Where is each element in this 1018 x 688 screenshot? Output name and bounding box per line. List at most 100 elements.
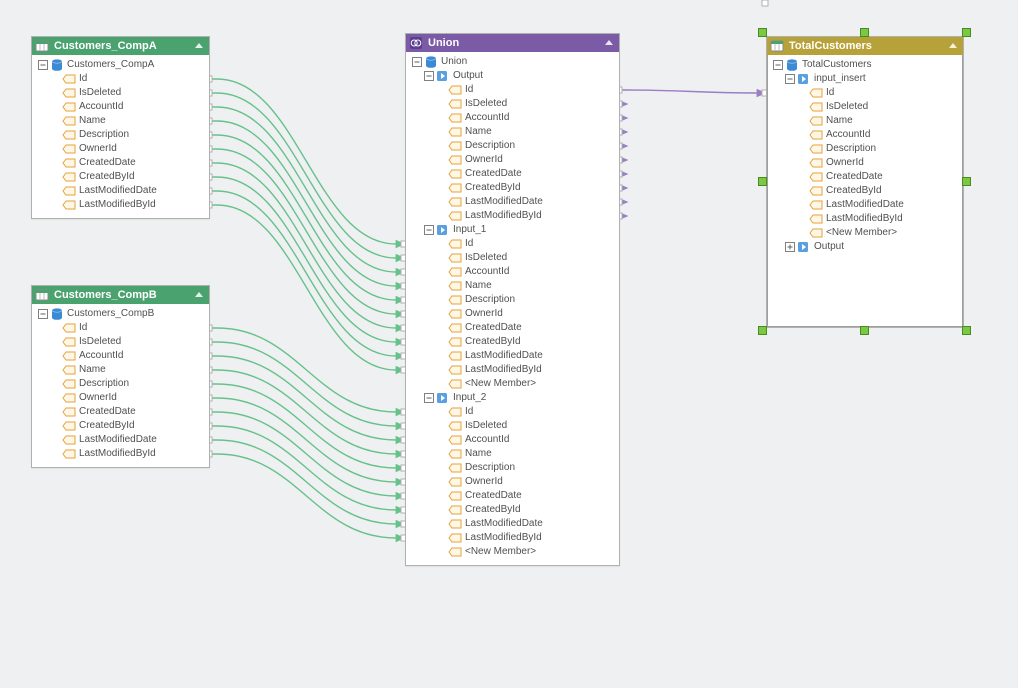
- field-total-input_insert-1[interactable]: IsDeleted: [771, 100, 959, 114]
- group-union-Output[interactable]: Output: [410, 69, 615, 83]
- collapse-icon[interactable]: [193, 289, 205, 301]
- field-total-input_insert-10[interactable]: <New Member>: [771, 226, 959, 240]
- twist-icon[interactable]: [38, 309, 48, 319]
- twist-icon[interactable]: [38, 60, 48, 70]
- root-compA[interactable]: Customers_CompA: [36, 58, 205, 72]
- root-total[interactable]: TotalCustomers: [771, 58, 959, 72]
- field-union-Input_2-8[interactable]: LastModifiedDate: [410, 517, 615, 531]
- field-compA-6[interactable]: CreatedDate: [36, 156, 205, 170]
- field-union-Output-4[interactable]: Description: [410, 139, 615, 153]
- group-union-Input_1[interactable]: Input_1: [410, 223, 615, 237]
- field-union-Input_2-6[interactable]: CreatedDate: [410, 489, 615, 503]
- field-total-input_insert-9[interactable]: LastModifiedById: [771, 212, 959, 226]
- connection-line: [209, 79, 404, 244]
- row-icon: [809, 157, 823, 169]
- field-total-input_insert-2[interactable]: Name: [771, 114, 959, 128]
- field-union-Output-1[interactable]: IsDeleted: [410, 97, 615, 111]
- field-union-Input_1-3[interactable]: Name: [410, 279, 615, 293]
- field-compB-4[interactable]: Description: [36, 377, 205, 391]
- field-union-Output-3[interactable]: Name: [410, 125, 615, 139]
- field-compB-9[interactable]: LastModifiedById: [36, 447, 205, 461]
- twist-icon[interactable]: [773, 60, 783, 70]
- field-compB-1[interactable]: IsDeleted: [36, 335, 205, 349]
- twist-icon[interactable]: [424, 71, 434, 81]
- field-union-Input_2-5[interactable]: OwnerId: [410, 475, 615, 489]
- field-compA-9[interactable]: LastModifiedById: [36, 198, 205, 212]
- field-compB-0[interactable]: Id: [36, 321, 205, 335]
- field-compA-1[interactable]: IsDeleted: [36, 86, 205, 100]
- node-total[interactable]: TotalCustomersTotalCustomersinput_insert…: [766, 36, 964, 328]
- collapse-icon[interactable]: [603, 37, 615, 49]
- collapse-icon[interactable]: [947, 40, 959, 52]
- field-compA-7[interactable]: CreatedById: [36, 170, 205, 184]
- node-union[interactable]: UnionUnionOutputIdIsDeletedAccountIdName…: [405, 33, 620, 566]
- field-compA-2[interactable]: AccountId: [36, 100, 205, 114]
- field-total-input_insert-6[interactable]: CreatedDate: [771, 170, 959, 184]
- twist-icon[interactable]: [785, 242, 795, 252]
- twist-icon[interactable]: [412, 57, 422, 67]
- twist-icon[interactable]: [424, 393, 434, 403]
- field-compB-2[interactable]: AccountId: [36, 349, 205, 363]
- field-union-Output-2[interactable]: AccountId: [410, 111, 615, 125]
- root-compB[interactable]: Customers_CompB: [36, 307, 205, 321]
- group-union-Input_2[interactable]: Input_2: [410, 391, 615, 405]
- field-union-Output-9[interactable]: LastModifiedById: [410, 209, 615, 223]
- field-compA-5[interactable]: OwnerId: [36, 142, 205, 156]
- field-union-Input_2-1[interactable]: IsDeleted: [410, 419, 615, 433]
- field-union-Input_1-5[interactable]: OwnerId: [410, 307, 615, 321]
- field-union-Input_1-8[interactable]: LastModifiedDate: [410, 349, 615, 363]
- field-union-Input_2-0[interactable]: Id: [410, 405, 615, 419]
- field-union-Input_1-2[interactable]: AccountId: [410, 265, 615, 279]
- field-total-input_insert-8[interactable]: LastModifiedDate: [771, 198, 959, 212]
- field-compA-0[interactable]: Id: [36, 72, 205, 86]
- field-total-input_insert-4[interactable]: Description: [771, 142, 959, 156]
- field-union-Input_2-9[interactable]: LastModifiedById: [410, 531, 615, 545]
- field-union-Input_1-0[interactable]: Id: [410, 237, 615, 251]
- node-compA[interactable]: Customers_CompACustomers_CompAIdIsDelete…: [31, 36, 210, 219]
- field-union-Input_2-7[interactable]: CreatedById: [410, 503, 615, 517]
- field-compB-5[interactable]: OwnerId: [36, 391, 205, 405]
- node-title[interactable]: Union: [406, 34, 619, 52]
- field-compA-3[interactable]: Name: [36, 114, 205, 128]
- row-icon: [62, 185, 76, 197]
- field-union-Input_1-6[interactable]: CreatedDate: [410, 321, 615, 335]
- twist-icon[interactable]: [785, 74, 795, 84]
- field-union-Output-0[interactable]: Id: [410, 83, 615, 97]
- row-label: IsDeleted: [465, 419, 507, 433]
- field-union-Output-5[interactable]: OwnerId: [410, 153, 615, 167]
- field-union-Input_1-4[interactable]: Description: [410, 293, 615, 307]
- row-icon: [62, 171, 76, 183]
- field-compB-8[interactable]: LastModifiedDate: [36, 433, 205, 447]
- field-total-input_insert-0[interactable]: Id: [771, 86, 959, 100]
- node-title[interactable]: TotalCustomers: [767, 37, 963, 55]
- field-union-Input_2-3[interactable]: Name: [410, 447, 615, 461]
- twist-icon[interactable]: [424, 225, 434, 235]
- root-union[interactable]: Union: [410, 55, 615, 69]
- field-union-Output-6[interactable]: CreatedDate: [410, 167, 615, 181]
- field-union-Input_1-7[interactable]: CreatedById: [410, 335, 615, 349]
- field-union-Input_2-2[interactable]: AccountId: [410, 433, 615, 447]
- field-compB-6[interactable]: CreatedDate: [36, 405, 205, 419]
- group-total-Output[interactable]: Output: [771, 240, 959, 254]
- field-union-Output-7[interactable]: CreatedById: [410, 181, 615, 195]
- field-total-input_insert-7[interactable]: CreatedById: [771, 184, 959, 198]
- node-title[interactable]: Customers_CompA: [32, 37, 209, 55]
- field-union-Input_1-10[interactable]: <New Member>: [410, 377, 615, 391]
- collapse-icon[interactable]: [193, 40, 205, 52]
- group-total-input_insert[interactable]: input_insert: [771, 72, 959, 86]
- field-total-input_insert-5[interactable]: OwnerId: [771, 156, 959, 170]
- field-union-Input_1-9[interactable]: LastModifiedById: [410, 363, 615, 377]
- field-union-Output-8[interactable]: LastModifiedDate: [410, 195, 615, 209]
- row-icon: [50, 308, 64, 320]
- field-total-input_insert-3[interactable]: AccountId: [771, 128, 959, 142]
- node-title[interactable]: Customers_CompB: [32, 286, 209, 304]
- field-union-Input_2-10[interactable]: <New Member>: [410, 545, 615, 559]
- field-compB-7[interactable]: CreatedById: [36, 419, 205, 433]
- field-compB-3[interactable]: Name: [36, 363, 205, 377]
- node-compB[interactable]: Customers_CompBCustomers_CompBIdIsDelete…: [31, 285, 210, 468]
- field-union-Input_1-1[interactable]: IsDeleted: [410, 251, 615, 265]
- row-icon: [448, 84, 462, 96]
- field-compA-4[interactable]: Description: [36, 128, 205, 142]
- field-union-Input_2-4[interactable]: Description: [410, 461, 615, 475]
- field-compA-8[interactable]: LastModifiedDate: [36, 184, 205, 198]
